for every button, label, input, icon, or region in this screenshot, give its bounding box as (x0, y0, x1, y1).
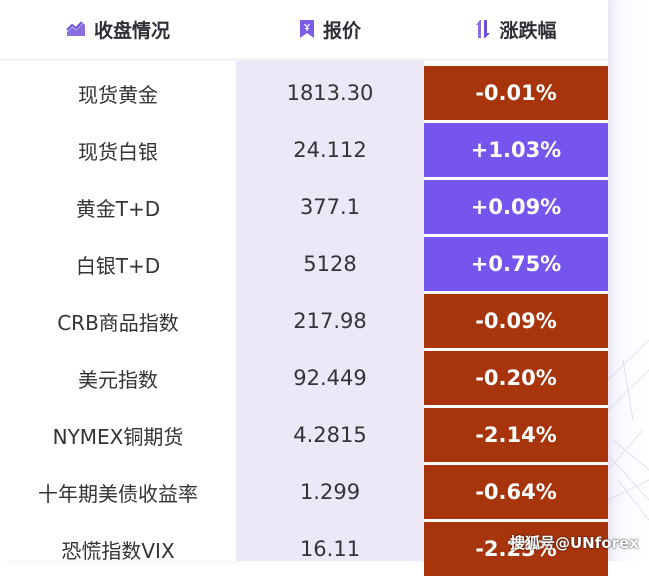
change-badge: -2.14% (424, 408, 608, 462)
table-row: 美元指数 92.449 -0.20% (0, 351, 608, 408)
header-price-label: 报价 (322, 19, 361, 42)
instrument-price: 1.299 (299, 480, 361, 504)
change-badge: +1.03% (424, 123, 608, 177)
table-row: 现货黄金 1813.30 -0.01% (0, 66, 608, 123)
change-badge: -0.20% (424, 351, 608, 405)
table-header: 收盘情况 报价 涨跌幅 (0, 0, 608, 61)
instrument-name: 现货白银 (78, 139, 158, 164)
instrument-name: 美元指数 (78, 367, 158, 392)
table-row: 黄金T+D 377.1 +0.09% (0, 180, 608, 237)
change-badge: -0.09% (424, 294, 608, 348)
instrument-price: 16.11 (299, 537, 361, 561)
table-row: 十年期美债收益率 1.299 -0.64% (0, 465, 608, 522)
instrument-price: 5128 (303, 252, 357, 276)
instrument-name: 白银T+D (75, 253, 161, 278)
table-row: CRB商品指数 217.98 -0.09% (0, 294, 608, 351)
instrument-name: NYMEX铜期货 (52, 424, 184, 449)
instrument-price: 4.2815 (293, 423, 367, 447)
up-down-arrows-icon (475, 19, 491, 39)
bookmark-yuan-icon (299, 19, 315, 39)
watermark: 搜狐号@UNforex (510, 534, 639, 552)
change-badge: -0.64% (424, 465, 608, 519)
instrument-price: 217.98 (293, 309, 367, 333)
instrument-price: 377.1 (299, 195, 361, 219)
change-badge: +0.09% (424, 180, 608, 234)
header-change-column: 涨跌幅 (424, 0, 608, 58)
price-column-background (236, 61, 424, 561)
table-row: 白银T+D 5128 +0.75% (0, 237, 608, 294)
instrument-name: 十年期美债收益率 (38, 481, 198, 506)
instrument-price: 24.112 (293, 138, 367, 162)
decorative-network-background (608, 0, 649, 561)
table-row: NYMEX铜期货 4.2815 -2.14% (0, 408, 608, 465)
market-close-table: 收盘情况 报价 涨跌幅 现货黄金 1813.30 -0.01% 现货白银 24.112 +… (0, 0, 608, 576)
header-name-column: 收盘情况 (0, 0, 236, 58)
header-price-column: 报价 (236, 0, 424, 58)
instrument-price: 92.449 (293, 366, 367, 390)
instrument-name: 现货黄金 (78, 82, 158, 107)
instrument-name: 黄金T+D (75, 196, 161, 221)
change-badge: -0.01% (424, 66, 608, 120)
instrument-name: CRB商品指数 (57, 310, 179, 335)
instrument-price: 1813.30 (286, 81, 374, 105)
header-change-label: 涨跌幅 (499, 19, 557, 42)
instrument-name: 恐慌指数VIX (61, 538, 175, 563)
change-badge: +0.75% (424, 237, 608, 291)
chart-trend-icon (66, 21, 86, 37)
header-name-label: 收盘情况 (93, 19, 170, 42)
table-row: 现货白银 24.112 +1.03% (0, 123, 608, 180)
